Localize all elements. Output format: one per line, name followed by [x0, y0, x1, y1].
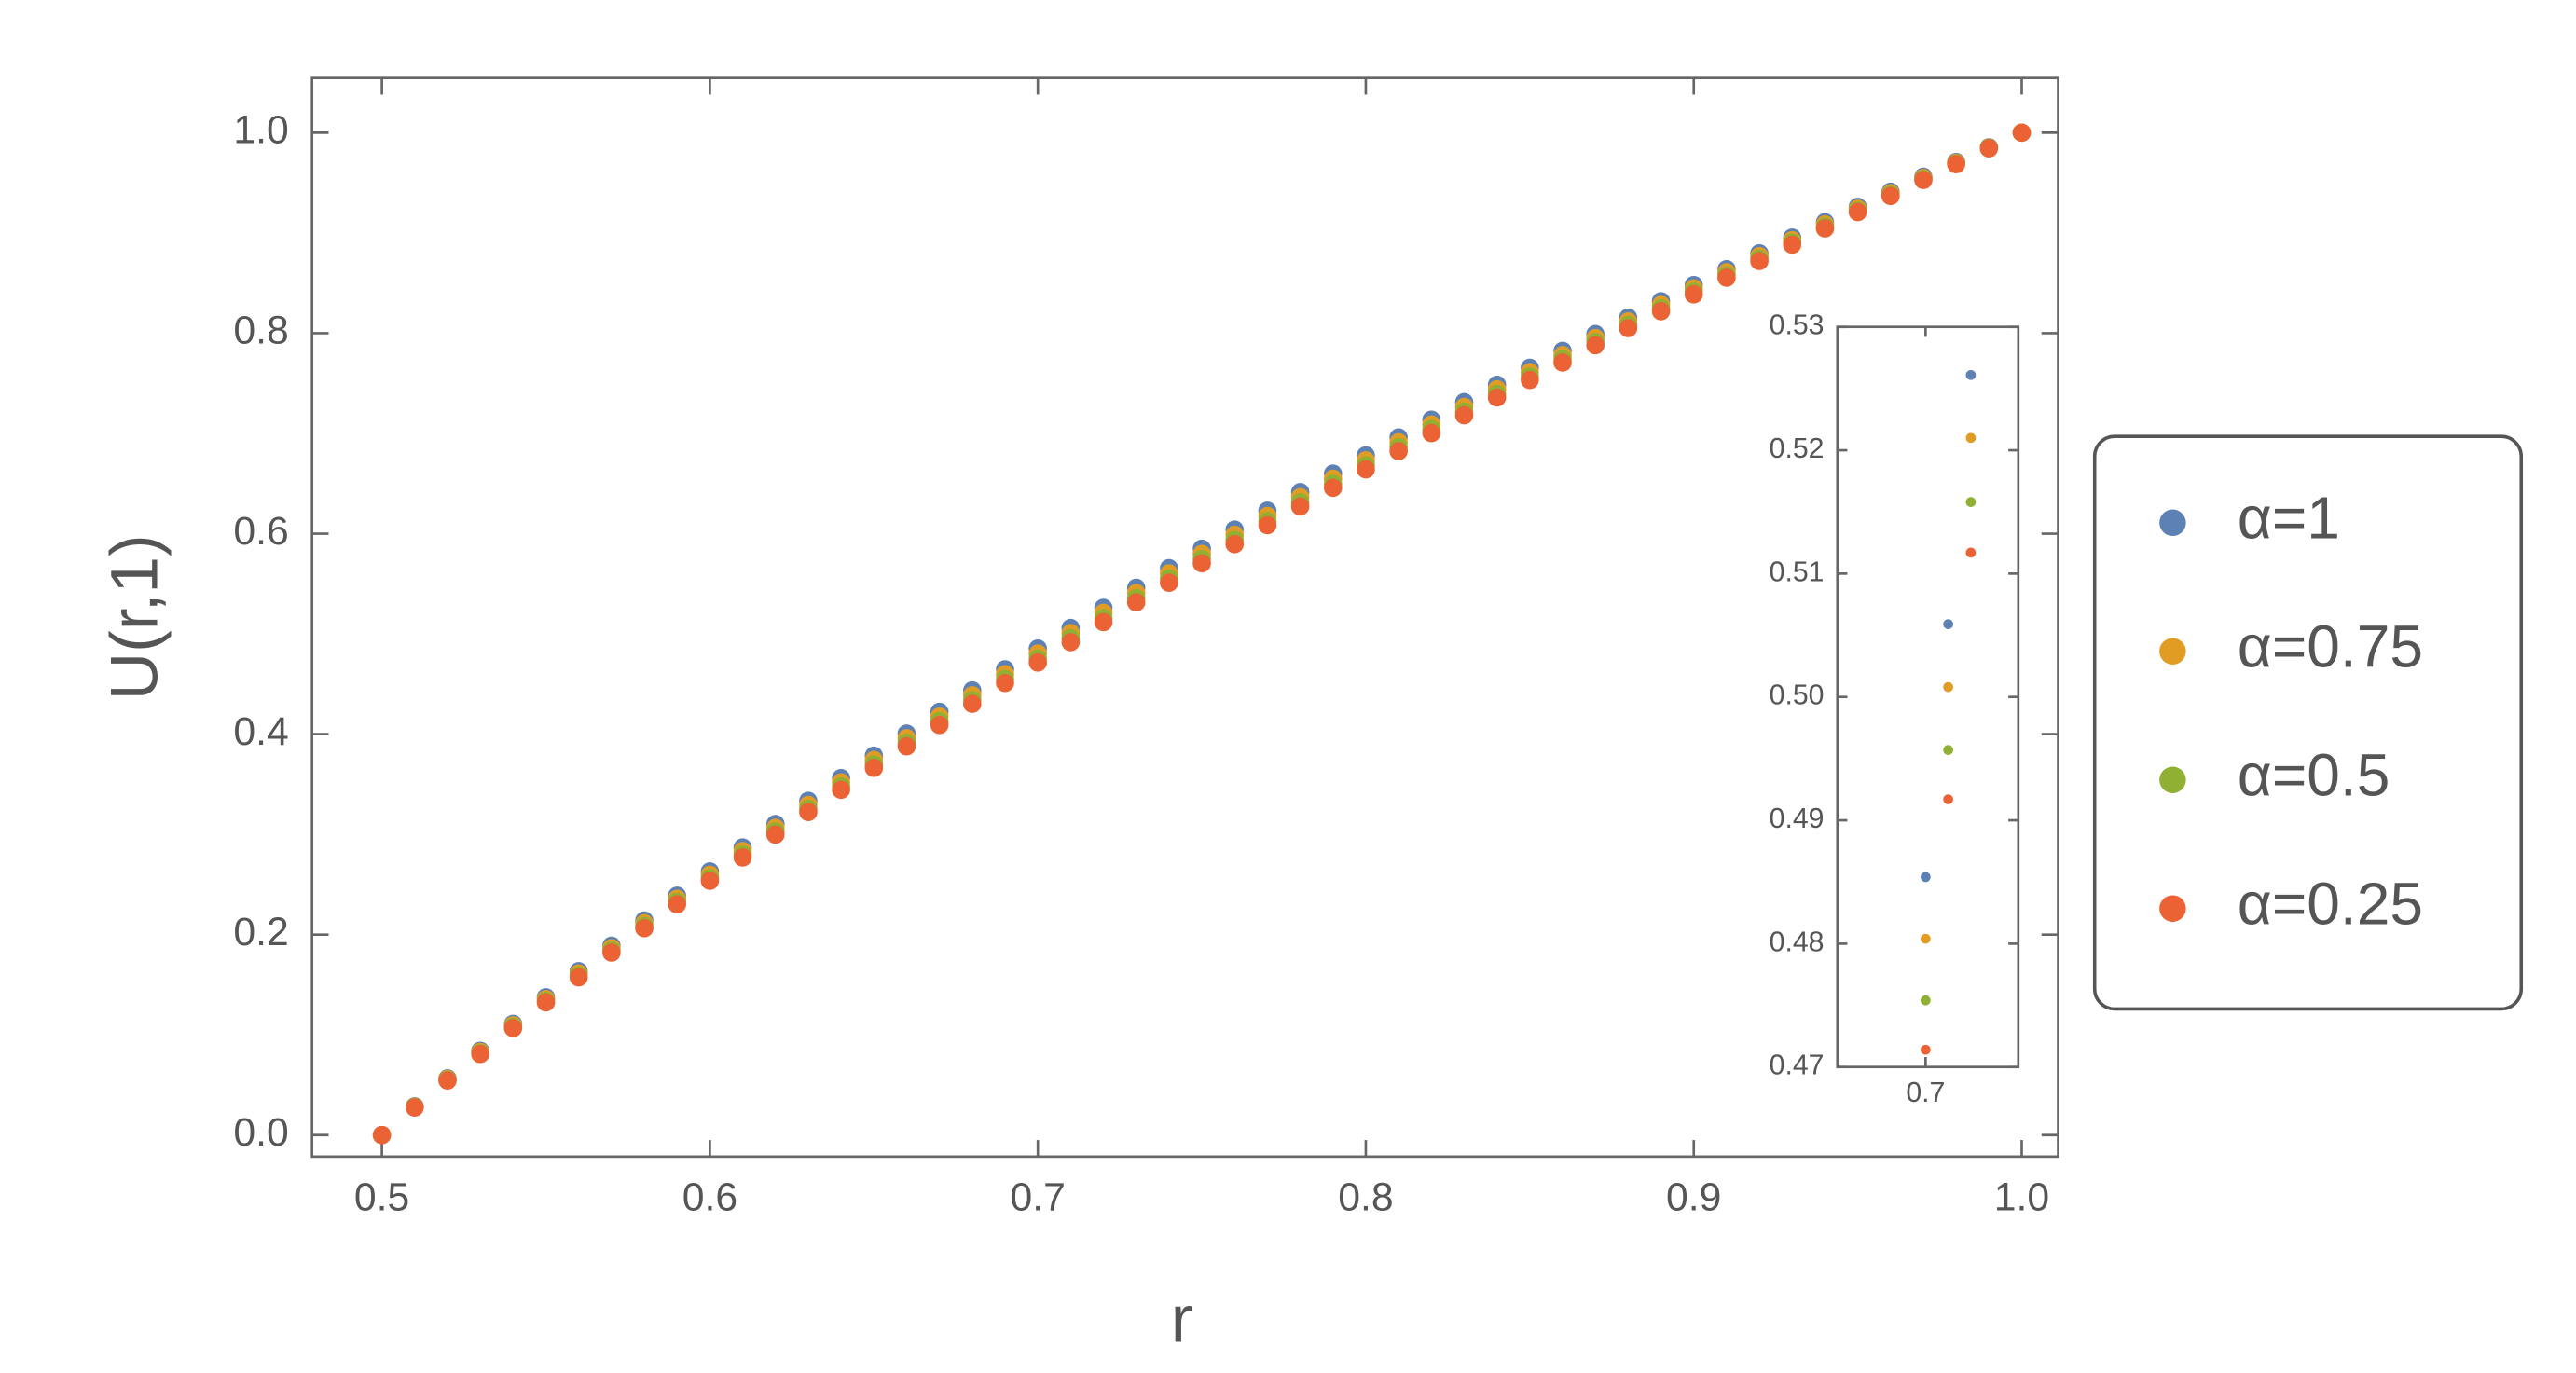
data-point: [1921, 1044, 1931, 1055]
data-point: [1684, 285, 1703, 304]
y-tick-label: 0.4: [233, 709, 288, 754]
data-point: [1028, 653, 1047, 672]
y-tick-label: 0.48: [1770, 927, 1825, 957]
data-point: [1943, 794, 1953, 804]
data-point: [1126, 593, 1146, 611]
data-point: [1943, 619, 1953, 629]
data-point: [1947, 155, 1965, 173]
x-tick-label: 0.7: [1010, 1174, 1065, 1219]
data-point: [1357, 460, 1375, 479]
y-tick-label: 0.0: [233, 1110, 288, 1155]
y-tick-label: 0.8: [233, 309, 288, 353]
data-point: [1225, 535, 1245, 554]
data-point: [1943, 681, 1953, 693]
data-point: [1521, 370, 1539, 390]
data-point: [1815, 219, 1835, 238]
x-tick-label: 0.5: [354, 1174, 409, 1219]
legend-label: α=0.5: [2238, 742, 2390, 809]
data-point: [765, 825, 785, 844]
data-point: [1921, 933, 1931, 944]
data-point: [406, 1098, 424, 1117]
y-tick-label: 1.0: [233, 108, 288, 153]
y-tick-label: 0.2: [233, 910, 288, 954]
data-point: [1651, 302, 1671, 321]
data-point: [1880, 186, 1900, 206]
x-tick-label: 0.8: [1338, 1174, 1393, 1219]
y-tick-label: 0.50: [1770, 680, 1825, 711]
data-point: [1160, 573, 1178, 593]
data-point: [1290, 497, 1310, 516]
data-point: [1848, 202, 1867, 222]
data-point: [1965, 369, 1977, 380]
data-point: [1553, 353, 1572, 372]
data-point: [536, 993, 556, 1012]
data-point: [471, 1045, 489, 1064]
data-point: [1965, 547, 1977, 558]
legend-label: α=1: [2238, 485, 2340, 552]
x-tick-label: 0.9: [1666, 1174, 1721, 1219]
data-point: [864, 759, 884, 777]
data-point: [1619, 319, 1638, 337]
y-tick-label: 0.51: [1770, 556, 1825, 587]
data-point: [1586, 336, 1605, 355]
data-point: [569, 968, 588, 987]
data-point: [668, 895, 687, 913]
y-axis-label: U(r,1): [98, 534, 172, 700]
legend-box: [2092, 434, 2524, 1011]
data-point: [1914, 171, 1933, 189]
y-tick-label: 0.53: [1770, 310, 1825, 341]
data-point: [700, 872, 720, 890]
data-point: [602, 943, 621, 962]
y-tick-label: 0.49: [1770, 803, 1825, 834]
data-point: [832, 780, 850, 800]
data-point: [1979, 139, 1999, 158]
legend-marker: [2159, 509, 2186, 537]
legend-label: α=0.75: [2238, 613, 2423, 680]
data-point: [1454, 405, 1474, 425]
x-axis-label: r: [1171, 1283, 1193, 1356]
data-point: [1094, 612, 1113, 632]
legend-marker: [2159, 638, 2186, 666]
data-point: [1323, 478, 1343, 498]
plot-frame: [1836, 325, 2020, 1069]
data-point: [1487, 388, 1507, 407]
data-point: [1921, 995, 1931, 1006]
data-point: [1921, 872, 1931, 883]
data-point: [1717, 268, 1736, 287]
data-point: [1783, 235, 1802, 254]
data-point: [1943, 745, 1953, 755]
data-point: [1750, 252, 1769, 270]
legend-marker: [2159, 895, 2186, 922]
data-point: [733, 848, 752, 867]
x-tick-label: 0.6: [682, 1174, 737, 1219]
data-point: [996, 673, 1014, 693]
data-point: [1389, 442, 1408, 460]
legend-marker: [2159, 766, 2186, 793]
data-point: [372, 1125, 392, 1145]
data-point: [2012, 123, 2032, 143]
x-tick-label: 0.7: [1906, 1078, 1945, 1108]
y-tick-label: 0.52: [1770, 433, 1825, 464]
data-point: [635, 919, 654, 938]
data-point: [1422, 423, 1441, 443]
y-tick-label: 0.6: [233, 509, 288, 554]
data-point: [799, 803, 818, 822]
y-tick-label: 0.47: [1770, 1050, 1825, 1081]
data-point: [897, 736, 916, 756]
data-point: [1965, 432, 1977, 444]
data-point: [1258, 515, 1277, 535]
data-point: [1192, 554, 1211, 573]
x-tick-label: 1.0: [1994, 1174, 2049, 1219]
legend-label: α=0.25: [2238, 871, 2423, 938]
data-point: [438, 1071, 457, 1091]
data-point: [1965, 497, 1977, 507]
data-point: [930, 716, 949, 735]
data-point: [503, 1019, 523, 1037]
data-point: [1061, 633, 1081, 652]
data-point: [963, 694, 982, 713]
